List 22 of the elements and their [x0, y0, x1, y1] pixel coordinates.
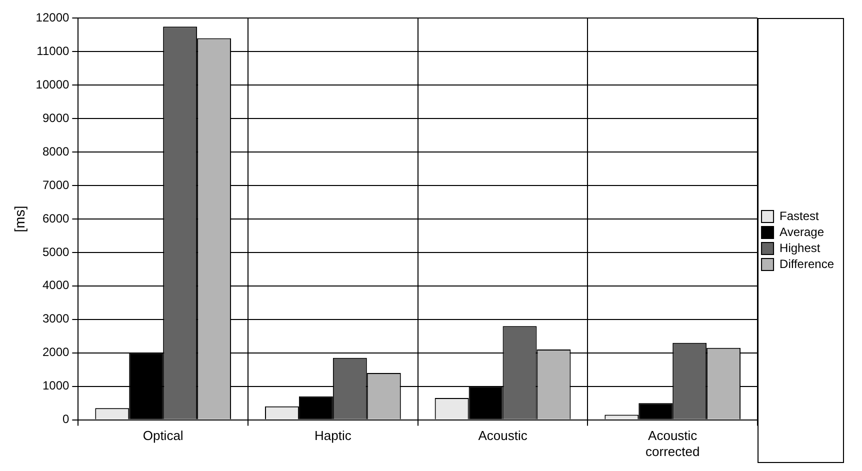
- legend-label: Highest: [780, 240, 821, 255]
- legend-label: Fastest: [780, 208, 820, 223]
- x-tick-label: Acoustic corrected: [646, 428, 700, 459]
- y-axis-title: [ms]: [11, 206, 28, 232]
- y-tick-label: 2000: [42, 345, 70, 360]
- legend-label: Average: [780, 224, 824, 239]
- x-tick-label: Optical: [142, 428, 184, 444]
- y-tick-label: 1000: [42, 378, 70, 393]
- y-tick-label: 9000: [42, 110, 70, 125]
- y-tick-label: 8000: [42, 144, 70, 158]
- y-tick-label: 12000: [36, 10, 70, 25]
- x-tick-label: Haptic: [314, 428, 352, 444]
- y-tick-label: 3000: [42, 312, 70, 326]
- y-tick-label: 10000: [36, 77, 70, 92]
- y-tick-label: 4000: [42, 278, 70, 292]
- y-tick-label: 5000: [42, 244, 70, 259]
- x-tick-label: Acoustic: [478, 428, 528, 444]
- y-tick-label: 0: [62, 412, 70, 426]
- legend-label: Difference: [780, 256, 834, 271]
- y-tick-label: 11000: [36, 44, 70, 58]
- y-tick-label: 7000: [42, 178, 70, 192]
- y-tick-label: 6000: [42, 211, 70, 226]
